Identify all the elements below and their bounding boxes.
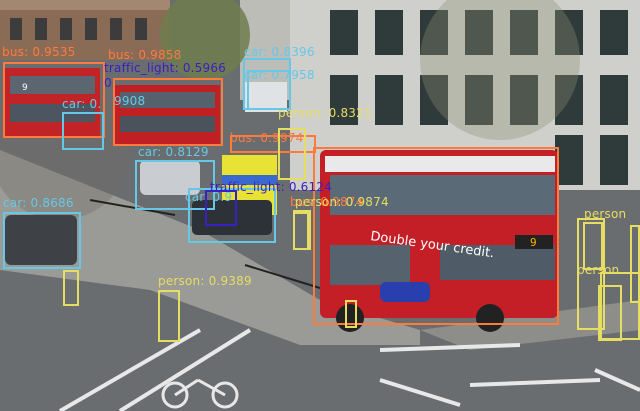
car-bbox — [3, 212, 81, 269]
car-label: car: 0.8686 — [3, 196, 74, 210]
person-bbox — [278, 128, 306, 180]
car-label: car: 0.8129 — [138, 145, 209, 159]
person-bbox — [577, 218, 605, 330]
car-bbox — [247, 70, 291, 110]
traffic-light-label: traffic_light: 0.6124 — [210, 180, 333, 194]
traffic-light-label: traffic_light: 0.5966 — [104, 61, 227, 75]
person-bbox — [158, 290, 180, 342]
person-bbox — [598, 285, 622, 341]
bus-bbox — [3, 62, 105, 138]
car-bbox — [188, 188, 276, 243]
bus-bbox — [113, 78, 223, 146]
traffic-light-label: 0 — [104, 76, 112, 90]
left-bus-route-number: 9 — [22, 83, 28, 93]
car-label: car: 0. — [62, 97, 102, 111]
person-bbox — [345, 300, 357, 328]
bus-label: bus: 0.9874 — [290, 195, 364, 209]
person-label: person: 0.9874 — [295, 195, 389, 209]
car-label: car: 0.8396 — [244, 45, 315, 59]
person-label: person — [577, 263, 620, 277]
bus-route-number: 9 — [530, 236, 537, 249]
person-bbox — [293, 212, 309, 250]
person-bbox — [63, 270, 79, 306]
car-label: car: 0.9 — [185, 190, 233, 204]
bus-label: bus: 0.9535 — [2, 45, 76, 59]
car-bbox — [135, 160, 215, 210]
car-label: car: 0.7958 — [244, 68, 315, 82]
bus-label: bus: 0.9974 — [230, 131, 304, 145]
car-bbox — [62, 112, 104, 150]
traffic-light-bbox — [205, 190, 237, 226]
person-label: person: 0.9389 — [158, 274, 252, 288]
car-label: 9908 — [114, 94, 146, 108]
person-bbox — [630, 225, 640, 303]
bus-label: bus: 0.9858 — [108, 48, 182, 62]
bus-bbox — [313, 147, 559, 325]
person-bbox — [583, 222, 603, 270]
person-label: person — [584, 207, 627, 221]
bus-bbox — [230, 135, 316, 153]
person-label: person: 0.8321 — [278, 106, 372, 120]
